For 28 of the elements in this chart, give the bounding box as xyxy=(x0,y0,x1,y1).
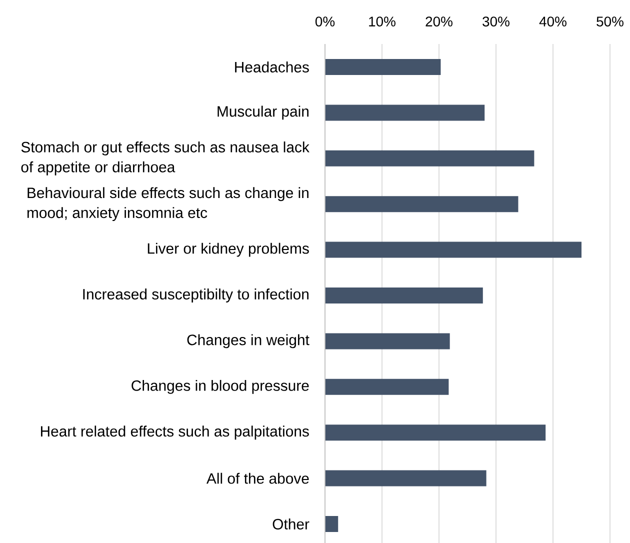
x-tick-label: 50% xyxy=(596,16,624,26)
bar xyxy=(325,288,483,304)
x-tick-label: 30% xyxy=(482,16,510,26)
bar xyxy=(325,196,518,212)
y-tick-label: Changes in blood pressure xyxy=(132,380,309,394)
y-tick-label: All of the above xyxy=(206,472,309,484)
bar xyxy=(325,150,534,166)
bar xyxy=(325,424,546,441)
bar xyxy=(325,242,582,258)
y-tick-label: Behavioural side effects such as change in mood; anxiety insomnia etc xyxy=(27,187,308,222)
bar xyxy=(325,333,450,350)
x-tick-label: 0% xyxy=(315,16,335,26)
x-tick-label: 20% xyxy=(426,16,452,26)
bar xyxy=(325,104,485,121)
y-tick-label: Other xyxy=(272,518,310,530)
y-tick-label: Increased susceptibilty to infection xyxy=(83,288,308,302)
x-tick-label: 40% xyxy=(539,16,566,26)
y-tick-label: Liver or kidney problems xyxy=(148,242,309,257)
y-tick-label: Headaches xyxy=(235,62,309,72)
bar xyxy=(325,516,338,532)
y-tick-label: Muscular pain xyxy=(218,106,308,120)
y-tick-label: Stomach or gut effects such as nausea lack of appetite or diarrhoea xyxy=(21,141,310,176)
bar xyxy=(325,378,449,395)
y-tick-label: Heart related effects such as palpitations xyxy=(40,426,309,440)
x-tick-label: 10% xyxy=(369,16,396,26)
bar xyxy=(325,59,441,75)
y-tick-label: Changes in weight xyxy=(187,334,310,348)
bar xyxy=(325,470,486,486)
